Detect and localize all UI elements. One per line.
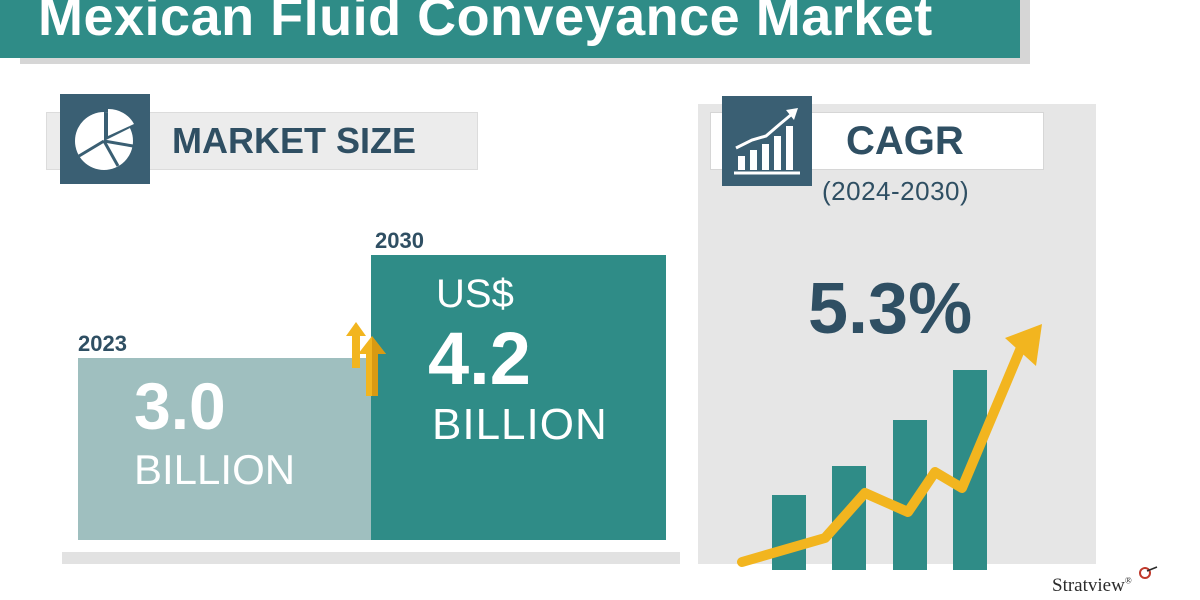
market-size-icon-box (60, 94, 150, 184)
brand-name: Stratview (1052, 575, 1125, 596)
currency-2030: US$ (436, 272, 514, 316)
cagr-value: 5.3% (808, 269, 973, 349)
cagr-icon-box (722, 96, 812, 186)
page-title: Mexican Fluid Conveyance Market (38, 0, 933, 47)
cagr-period: (2024-2030) (822, 176, 970, 206)
pie-chart-icon (75, 108, 134, 170)
up-arrows-icon (346, 322, 386, 396)
unit-2030: BILLION (432, 400, 608, 449)
brand-registered-mark: ® (1124, 575, 1132, 586)
bar-2023 (78, 358, 374, 540)
unit-2023: BILLION (134, 446, 296, 493)
year-2023-label: 2023 (78, 331, 127, 356)
rising-bars-arrow-icon (737, 324, 1042, 570)
value-2030: 4.2 (428, 317, 531, 400)
bar-2030 (371, 255, 666, 540)
cagr-label: CAGR (846, 119, 964, 163)
title-banner (0, 0, 1020, 58)
growth-chart-icon (734, 108, 800, 175)
base-shelf (62, 552, 680, 564)
brand-logo: Stratview® (1052, 575, 1132, 597)
year-2030-label: 2030 (375, 228, 424, 253)
brand-target-icon (1139, 566, 1158, 579)
value-2023: 3.0 (134, 369, 226, 443)
market-size-label: MARKET SIZE (172, 120, 417, 161)
